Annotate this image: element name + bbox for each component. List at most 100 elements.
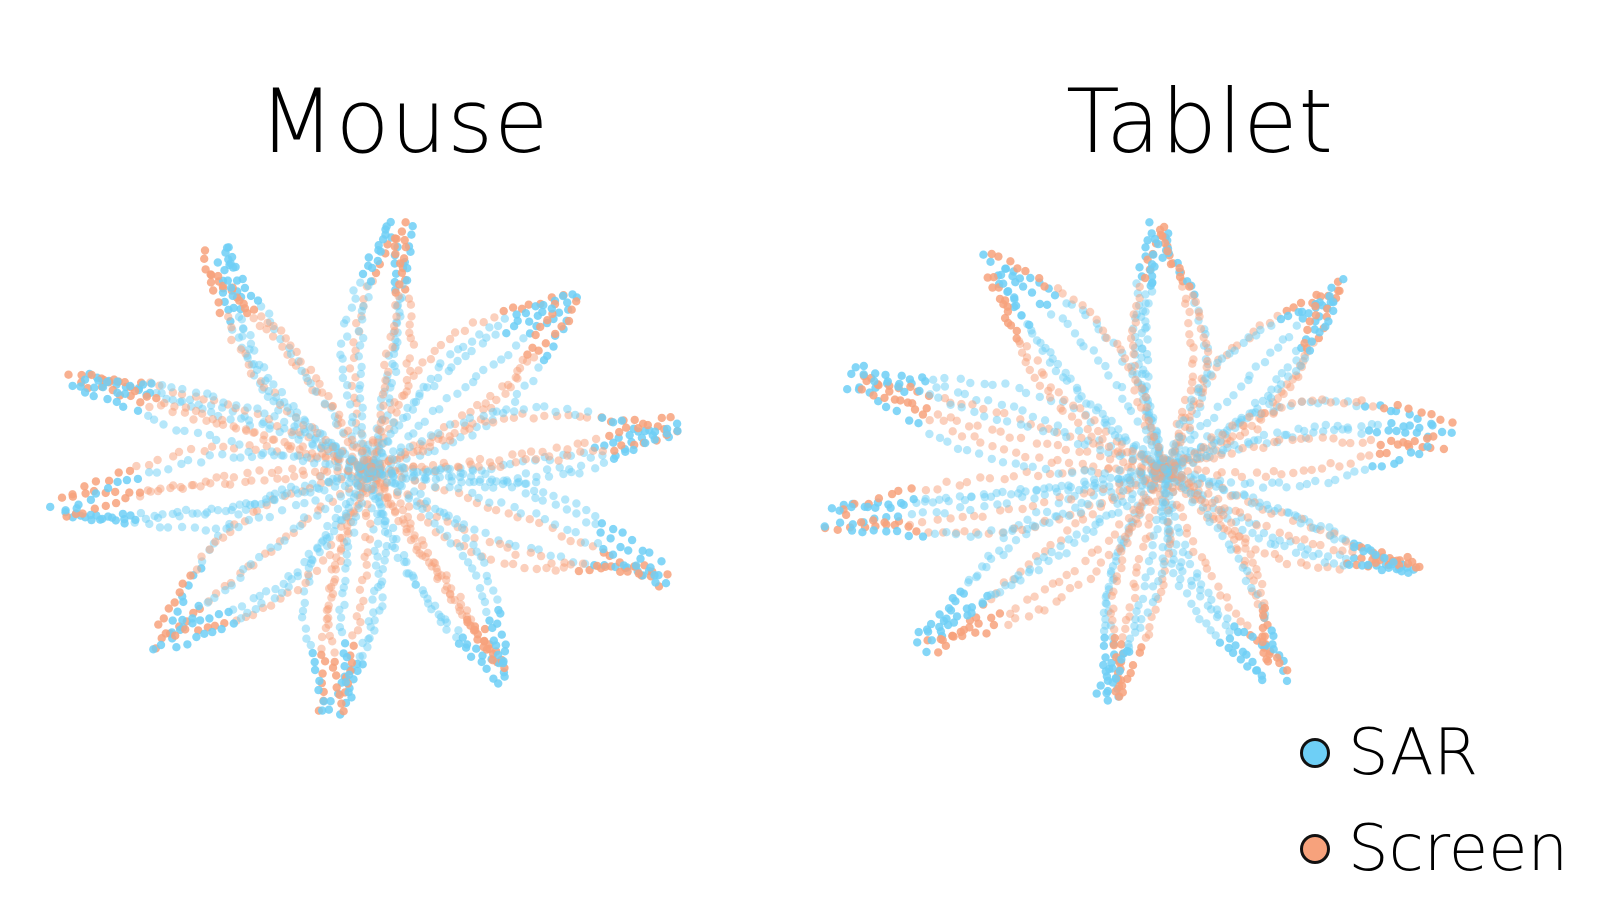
- trace-point-sar: [396, 447, 405, 457]
- trace-point-screen: [1182, 529, 1192, 538]
- trace-point-sar: [1071, 503, 1080, 512]
- trace-point-screen: [1185, 282, 1194, 291]
- trace-point-sar: [1024, 568, 1034, 577]
- trace-point-sar: [157, 381, 167, 390]
- trace-point-screen: [630, 415, 639, 425]
- trace-point-screen: [400, 391, 409, 400]
- trace-point-sar: [1095, 499, 1105, 508]
- trace-point-screen: [255, 466, 264, 475]
- trace-point-sar: [497, 355, 506, 364]
- trace-point-screen: [1243, 621, 1252, 630]
- trace-point-screen: [280, 437, 289, 447]
- trace-point-screen: [1160, 238, 1170, 248]
- trace-point-sar: [1163, 534, 1172, 543]
- trace-point-sar: [1147, 440, 1157, 450]
- trace-point-sar: [278, 491, 287, 500]
- trace-point-sar: [513, 316, 522, 326]
- trace-point-sar: [340, 662, 349, 671]
- trace-point-screen: [475, 454, 485, 464]
- trace-point-sar: [1243, 566, 1252, 576]
- trace-point-sar: [1164, 508, 1173, 518]
- trace-point-screen: [1260, 603, 1270, 613]
- trace-point-screen: [1125, 603, 1134, 612]
- trace-point-sar: [181, 505, 191, 515]
- trace-point-sar: [244, 515, 254, 525]
- trace-point-screen: [1141, 392, 1150, 402]
- trace-point-sar: [835, 506, 844, 515]
- trace-point-screen: [169, 481, 178, 490]
- trace-point-sar: [554, 308, 564, 317]
- trace-point-screen: [1117, 681, 1127, 691]
- trace-point-screen: [1219, 510, 1228, 520]
- trace-point-sar: [344, 478, 354, 487]
- trace-point-sar: [1099, 641, 1109, 651]
- trace-point-screen: [573, 439, 582, 448]
- trace-point-sar: [259, 449, 268, 458]
- trace-point-sar: [1119, 486, 1128, 495]
- trace-point-sar: [177, 459, 186, 469]
- trace-point-screen: [328, 637, 337, 646]
- trace-point-screen: [362, 560, 371, 569]
- trace-point-screen: [1427, 410, 1436, 419]
- trace-point-sar: [525, 317, 534, 326]
- trace-point-screen: [404, 502, 414, 511]
- trace-point-screen: [1115, 520, 1124, 529]
- trace-point-screen: [390, 242, 399, 251]
- trace-point-sar: [904, 531, 913, 541]
- trace-point-sar: [302, 453, 312, 462]
- trace-point-sar: [1350, 467, 1359, 476]
- trace-point-screen: [1417, 408, 1426, 417]
- trace-point-screen: [925, 416, 934, 425]
- trace-point-screen: [1269, 409, 1278, 418]
- trace-point-screen: [960, 527, 969, 536]
- trace-point-sar: [355, 341, 365, 350]
- trace-point-screen: [1288, 435, 1297, 445]
- trace-point-sar: [1040, 484, 1049, 493]
- trace-point-screen: [946, 514, 955, 523]
- trace-point-screen: [1194, 308, 1204, 317]
- trace-point-screen: [1108, 616, 1117, 625]
- trace-point-sar: [1131, 441, 1141, 450]
- trace-point-sar: [1040, 416, 1050, 425]
- trace-point-screen: [404, 294, 414, 303]
- trace-point-screen: [332, 671, 341, 680]
- trace-point-sar: [183, 456, 193, 465]
- trace-point-sar: [426, 374, 436, 384]
- trace-point-screen: [251, 445, 260, 454]
- trace-point-sar: [1213, 524, 1223, 533]
- trace-point-screen: [1193, 491, 1202, 500]
- trace-point-screen: [1044, 386, 1053, 396]
- trace-point-screen: [1078, 459, 1088, 469]
- trace-point-sar: [200, 629, 209, 638]
- trace-point-sar: [540, 515, 550, 524]
- trace-point-sar: [1001, 264, 1010, 273]
- trace-point-screen: [236, 345, 246, 354]
- trace-point-sar: [1110, 493, 1119, 502]
- trace-point-sar: [485, 323, 494, 332]
- trace-point-sar: [576, 461, 586, 470]
- trace-point-screen: [1236, 617, 1245, 626]
- trace-point-screen: [1104, 536, 1114, 545]
- trace-point-screen: [347, 435, 357, 445]
- trace-point-screen: [1132, 514, 1141, 524]
- trace-point-sar: [293, 571, 303, 581]
- trace-point-sar: [375, 606, 384, 615]
- trace-point-sar: [1002, 499, 1011, 508]
- trace-point-screen: [286, 341, 295, 350]
- trace-point-screen: [1000, 408, 1009, 418]
- trace-point-sar: [212, 435, 221, 445]
- trace-point-sar: [539, 488, 548, 497]
- trace-point-screen: [1283, 666, 1292, 675]
- trace-point-sar: [995, 546, 1004, 555]
- trace-point-sar: [1339, 275, 1348, 284]
- trace-point-sar: [1131, 615, 1140, 624]
- trace-point-screen: [1201, 466, 1211, 475]
- trace-point-screen: [1258, 623, 1268, 633]
- trace-point-screen: [207, 442, 217, 451]
- trace-point-sar: [631, 561, 641, 570]
- trace-point-sar: [1190, 430, 1199, 440]
- trace-point-sar: [410, 487, 419, 496]
- trace-point-screen: [1134, 554, 1144, 564]
- trace-point-sar: [355, 652, 364, 661]
- trace-point-sar: [1357, 422, 1366, 431]
